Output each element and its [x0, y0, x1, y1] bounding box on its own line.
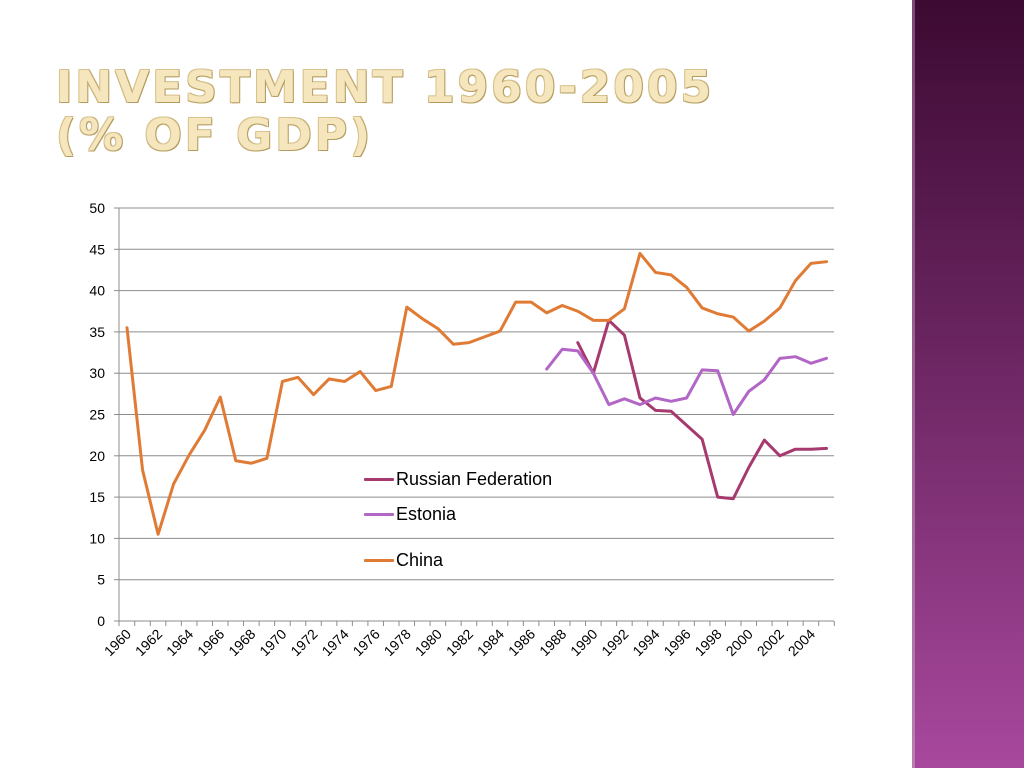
- y-tick-label-20: 20: [89, 448, 105, 464]
- x-tick-label-1984: 1984: [474, 626, 507, 659]
- x-tick-label-1972: 1972: [287, 626, 320, 659]
- x-tick-label-1992: 1992: [598, 626, 631, 659]
- legend-swatch-russian-federation: [364, 477, 394, 481]
- x-tick-label-1994: 1994: [629, 626, 662, 659]
- investment-line-chart: 0 5 10 15 20 25 30 35 40 45 50 1960196219641966196…: [89, 200, 835, 659]
- side-bar-edge: [912, 0, 915, 768]
- x-tick-label-2000: 2000: [723, 626, 756, 659]
- x-tick-label-1970: 1970: [256, 626, 289, 659]
- x-tick-label-1974: 1974: [318, 626, 351, 659]
- legend-item-estonia: Estonia: [364, 492, 552, 538]
- series-line-china: [125, 251, 828, 536]
- chart-series-lines: [125, 251, 828, 536]
- y-tick-label-10: 10: [89, 530, 105, 546]
- series-line-russian-federation: [576, 318, 828, 501]
- y-tick-label-45: 45: [89, 241, 105, 257]
- y-tick-label-5: 5: [97, 572, 105, 588]
- y-tick-label-30: 30: [89, 365, 105, 381]
- y-axis-tick-labels: 0 5 10 15 20 25 30 35 40 45 50: [89, 200, 105, 629]
- x-tick-label-1976: 1976: [349, 626, 382, 659]
- x-tick-label-1978: 1978: [381, 626, 414, 659]
- y-tick-label-0: 0: [97, 613, 105, 629]
- legend-item-russian-federation: Russian Federation: [364, 466, 552, 492]
- y-tick-label-15: 15: [89, 489, 105, 505]
- series-line-estonia: [545, 347, 828, 416]
- x-tick-label-1990: 1990: [567, 626, 600, 659]
- legend-label-russian-federation: Russian Federation: [396, 468, 553, 489]
- x-tick-label-1966: 1966: [194, 626, 227, 659]
- slide-title: Investment 1960-2005 (% of GDP): [56, 64, 714, 160]
- x-tick-label-1964: 1964: [163, 626, 196, 659]
- x-tick-label-2004: 2004: [785, 626, 818, 659]
- x-tick-label-1982: 1982: [443, 626, 476, 659]
- x-tick-label-1986: 1986: [505, 626, 538, 659]
- decorative-side-bar: [912, 0, 1024, 768]
- chart-axes: [114, 207, 835, 626]
- chart-legend: Russian Federation Estonia China: [364, 466, 552, 583]
- legend-item-china: China: [364, 538, 552, 584]
- legend-swatch-estonia: [364, 513, 394, 517]
- x-tick-label-1962: 1962: [132, 626, 165, 659]
- x-tick-label-1980: 1980: [412, 626, 445, 659]
- x-tick-label-1968: 1968: [225, 626, 258, 659]
- y-tick-label-25: 25: [89, 407, 105, 423]
- chart-gridlines: [119, 207, 834, 581]
- x-tick-label-1960: 1960: [101, 626, 134, 659]
- legend-label-estonia: Estonia: [396, 504, 457, 525]
- y-tick-label-40: 40: [89, 283, 105, 299]
- legend-label-china: China: [396, 549, 444, 570]
- x-tick-label-1996: 1996: [660, 626, 693, 659]
- slide-title-line-1: Investment 1960-2005: [56, 62, 715, 113]
- y-tick-label-50: 50: [89, 200, 105, 216]
- slide-title-line-2: (% of GDP): [56, 110, 374, 161]
- legend-swatch-china: [364, 558, 394, 562]
- x-axis-tick-labels: 1960196219641966196819701972197419761978…: [101, 626, 818, 659]
- x-tick-label-2002: 2002: [754, 626, 787, 659]
- x-tick-label-1988: 1988: [536, 626, 569, 659]
- y-tick-label-35: 35: [89, 324, 105, 340]
- x-tick-label-1998: 1998: [691, 626, 724, 659]
